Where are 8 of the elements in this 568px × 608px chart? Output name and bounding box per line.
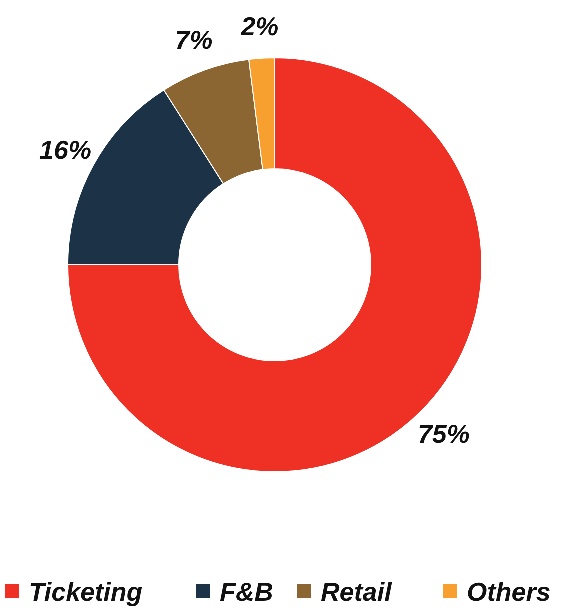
legend-label: Retail bbox=[321, 577, 393, 607]
data-label: 16% bbox=[40, 134, 92, 165]
legend-label: Ticketing bbox=[29, 577, 143, 607]
legend-label: Others bbox=[467, 577, 551, 607]
data-label: 75% bbox=[418, 419, 470, 449]
data-label: 7% bbox=[175, 25, 213, 56]
legend-label: F&B bbox=[220, 577, 274, 607]
data-label: 2% bbox=[240, 11, 279, 42]
